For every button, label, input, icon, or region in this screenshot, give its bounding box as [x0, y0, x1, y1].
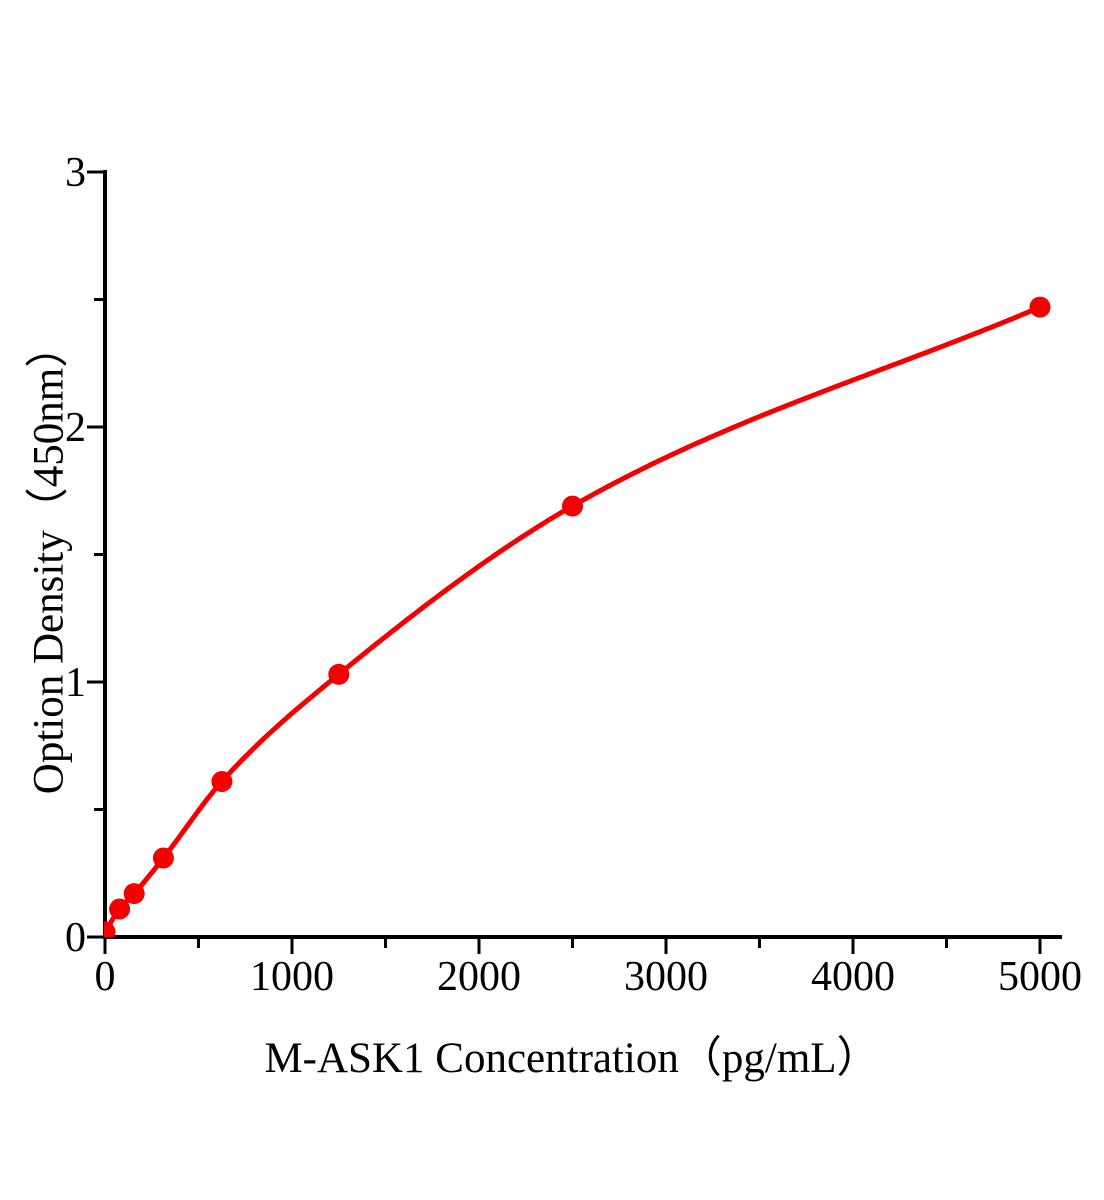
x-axis-title: M-ASK1 Concentration（pg/mL） — [264, 1035, 880, 1082]
x-tick-label: 5000 — [998, 954, 1082, 1000]
data-point — [123, 883, 145, 905]
data-point — [328, 663, 350, 685]
data-point — [152, 847, 174, 869]
y-axis-title: Option Density（450nm） — [25, 324, 73, 795]
standard-curve-line — [104, 304, 1043, 935]
y-tick-label: 2 — [65, 405, 86, 451]
data-points — [104, 296, 1051, 937]
data-point — [109, 898, 131, 920]
x-tick-label: 3000 — [624, 954, 708, 1000]
data-point — [211, 771, 233, 792]
x-tick-label: 0 — [95, 954, 116, 1000]
x-tick-label: 1000 — [250, 954, 334, 1000]
x-tick-label: 2000 — [437, 954, 521, 1000]
y-tick-label: 0 — [65, 915, 86, 961]
y-tick-label: 3 — [65, 150, 86, 196]
axis-ticks — [87, 170, 1042, 954]
data-point — [1029, 296, 1051, 318]
data-point — [562, 495, 583, 517]
x-tick-label: 4000 — [811, 954, 895, 1000]
data-point — [104, 921, 116, 937]
y-tick-label: 1 — [65, 660, 86, 706]
